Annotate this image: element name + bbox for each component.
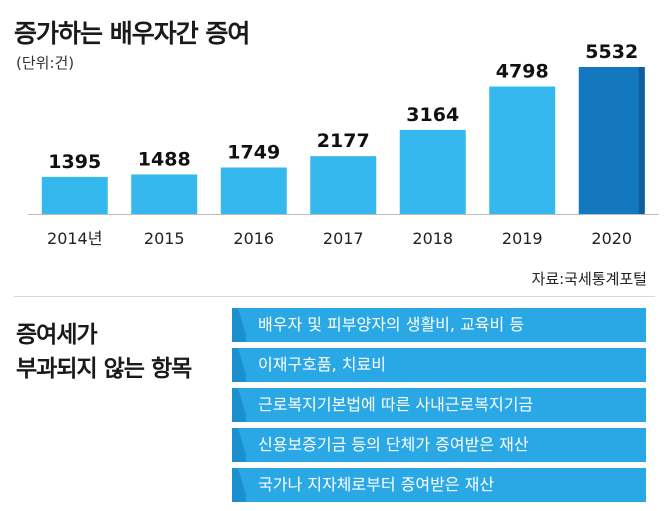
bar (220, 167, 287, 214)
exempt-item: 근로복지기본법에 따른 사내근로복지기금 (232, 388, 646, 422)
bar (489, 86, 556, 214)
divider (14, 296, 655, 297)
bar (41, 176, 108, 214)
x-tick-label: 2019 (502, 229, 543, 248)
bar (310, 156, 377, 214)
data-label: 5532 (585, 41, 638, 63)
bar-edge (638, 67, 645, 214)
chart-title: 증가하는 배우자간 증여 (14, 19, 250, 48)
exempt-item: 신용보증기금 등의 단체가 증여받은 재산 (232, 428, 646, 462)
exempt-item: 배우자 및 피부양자의 생활비, 교육비 등 (232, 308, 646, 342)
data-label: 3164 (406, 104, 459, 126)
data-label: 2177 (317, 130, 370, 152)
source-label: 자료:국세통계포털 (531, 270, 647, 288)
bar-chart: 1395 2014년 1488 2015 1749 2016 2177 2017 3164 201… (28, 41, 659, 248)
x-tick-label: 2020 (591, 229, 632, 248)
bar (578, 67, 645, 214)
data-label: 1488 (138, 148, 191, 170)
x-tick-label: 2017 (323, 229, 364, 248)
section-title: 증여세가 부과되지 않는 항목 (16, 318, 216, 386)
data-label: 1395 (48, 151, 101, 173)
x-tick-label: 2015 (144, 229, 185, 248)
data-label: 4798 (496, 61, 549, 83)
bar (131, 174, 198, 214)
unit-label: (단위:건) (16, 54, 75, 72)
exempt-item-list: 배우자 및 피부양자의 생활비, 교육비 등 이재구호품, 치료비 근로복지기본… (232, 308, 646, 508)
data-label: 1749 (227, 142, 280, 164)
exempt-item: 이재구호품, 치료비 (232, 348, 646, 382)
bar (399, 129, 466, 214)
section-title-line-2: 부과되지 않는 항목 (16, 356, 192, 382)
exempt-item: 국가나 지자체로부터 증여받은 재산 (232, 468, 646, 502)
x-tick-label: 2018 (412, 229, 453, 248)
x-tick-label: 2016 (233, 229, 274, 248)
section-title-line-1: 증여세가 (16, 322, 98, 348)
x-tick-label: 2014년 (47, 229, 102, 248)
